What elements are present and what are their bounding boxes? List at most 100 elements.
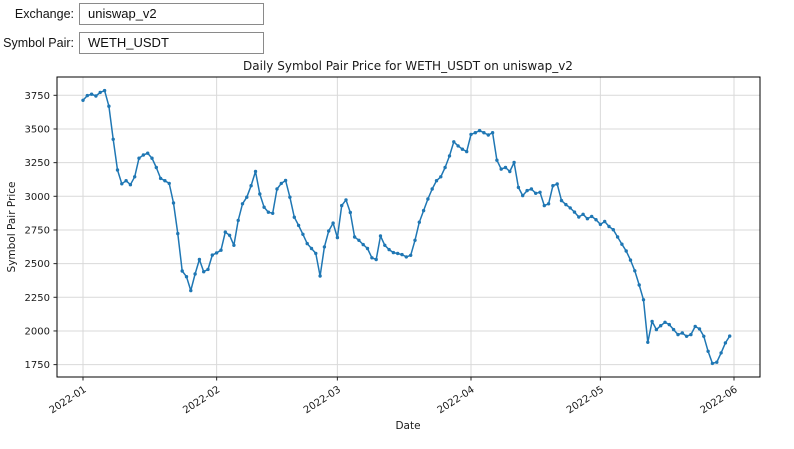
data-point-marker <box>314 251 318 256</box>
data-point-marker <box>581 212 585 216</box>
data-point-marker <box>564 202 568 207</box>
data-point-marker <box>240 202 245 206</box>
data-point-marker <box>94 94 98 98</box>
data-point-marker <box>305 241 309 246</box>
data-point-marker <box>193 272 197 276</box>
data-point-marker <box>413 238 417 242</box>
data-point-marker <box>283 178 288 183</box>
data-point-marker <box>344 198 348 202</box>
data-point-marker <box>680 331 684 335</box>
y-tick-label: 2000 <box>25 326 50 337</box>
x-tick-label: 2022-01 <box>48 384 89 416</box>
data-point-marker <box>266 210 271 214</box>
y-tick-label: 2750 <box>25 225 50 236</box>
data-point-marker <box>296 223 301 228</box>
x-tick-label: 2022-02 <box>181 384 222 416</box>
data-point-marker <box>128 183 133 187</box>
symbol-pair-row: Symbol Pair: <box>0 31 264 54</box>
data-point-marker <box>301 232 305 236</box>
data-point-marker <box>490 131 495 135</box>
data-point-marker <box>309 246 314 251</box>
data-point-marker <box>512 160 516 165</box>
y-axis-label: Symbol Pair Price <box>6 182 18 273</box>
data-point-marker <box>396 251 400 256</box>
data-point-marker <box>702 334 706 338</box>
data-point-marker <box>253 169 258 174</box>
data-point-marker <box>180 269 184 273</box>
data-point-marker <box>659 324 663 328</box>
data-point-marker <box>516 185 521 190</box>
data-point-marker <box>706 349 710 353</box>
data-point-marker <box>477 128 482 133</box>
data-point-marker <box>124 179 128 183</box>
data-point-marker <box>654 327 659 332</box>
data-point-marker <box>417 220 421 224</box>
data-point-marker <box>361 242 365 247</box>
data-point-marker <box>232 243 236 247</box>
data-point-marker <box>508 169 512 174</box>
data-point-marker <box>719 351 723 355</box>
data-point-marker <box>322 245 327 249</box>
data-point-marker <box>146 151 150 155</box>
data-point-marker <box>387 247 391 252</box>
data-point-marker <box>671 327 676 332</box>
data-point-marker <box>236 218 240 223</box>
y-tick-label: 1750 <box>25 360 50 371</box>
data-point-marker <box>258 192 262 196</box>
data-point-marker <box>426 197 430 201</box>
data-point-marker <box>628 258 633 262</box>
data-point-marker <box>137 156 141 160</box>
data-point-marker <box>374 257 378 262</box>
data-point-marker <box>503 165 508 170</box>
data-point-marker <box>318 274 322 278</box>
data-point-marker <box>102 88 107 93</box>
data-point-marker <box>331 221 335 225</box>
data-point-marker <box>693 324 697 329</box>
plot-border <box>56 76 761 378</box>
data-point-marker <box>715 360 719 364</box>
data-point-marker <box>663 320 667 324</box>
data-point-marker <box>197 257 202 262</box>
data-point-marker <box>611 228 615 232</box>
data-point-marker <box>421 208 426 213</box>
data-point-marker <box>697 327 702 331</box>
data-point-marker <box>641 298 646 302</box>
data-point-marker <box>81 98 85 103</box>
data-point-marker <box>465 149 469 154</box>
data-point-marker <box>633 269 637 273</box>
data-point-marker <box>141 153 146 157</box>
data-point-marker <box>357 238 361 242</box>
y-tick-label: 2250 <box>25 293 50 304</box>
data-point-marker <box>620 242 624 246</box>
price-line <box>82 89 731 365</box>
data-point-marker <box>167 181 171 186</box>
data-point-marker <box>391 250 396 255</box>
data-point-marker <box>495 158 499 162</box>
data-point-marker <box>365 246 370 251</box>
data-point-marker <box>728 334 732 338</box>
data-point-marker <box>430 187 434 191</box>
data-point-marker <box>206 267 210 272</box>
data-point-marker <box>456 144 460 148</box>
data-point-marker <box>434 179 439 183</box>
data-point-marker <box>534 191 538 195</box>
data-point-marker <box>154 165 158 170</box>
data-point-marker <box>210 253 214 257</box>
exchange-input[interactable] <box>79 2 264 25</box>
data-point-marker <box>473 131 477 135</box>
data-point-marker <box>590 214 594 219</box>
data-point-marker <box>348 210 352 215</box>
y-tick-label: 3750 <box>25 91 50 102</box>
symbol-pair-input[interactable] <box>79 31 264 54</box>
chart-title: Daily Symbol Pair Price for WETH_USDT on… <box>243 59 573 73</box>
data-point-marker <box>223 230 227 234</box>
data-point-marker <box>538 190 542 194</box>
data-point-marker <box>400 252 404 257</box>
data-point-marker <box>607 224 611 229</box>
data-point-marker <box>262 205 266 209</box>
data-point-marker <box>335 235 340 240</box>
data-point-marker <box>227 233 232 237</box>
data-point-marker <box>292 215 296 219</box>
data-point-marker <box>650 319 654 324</box>
